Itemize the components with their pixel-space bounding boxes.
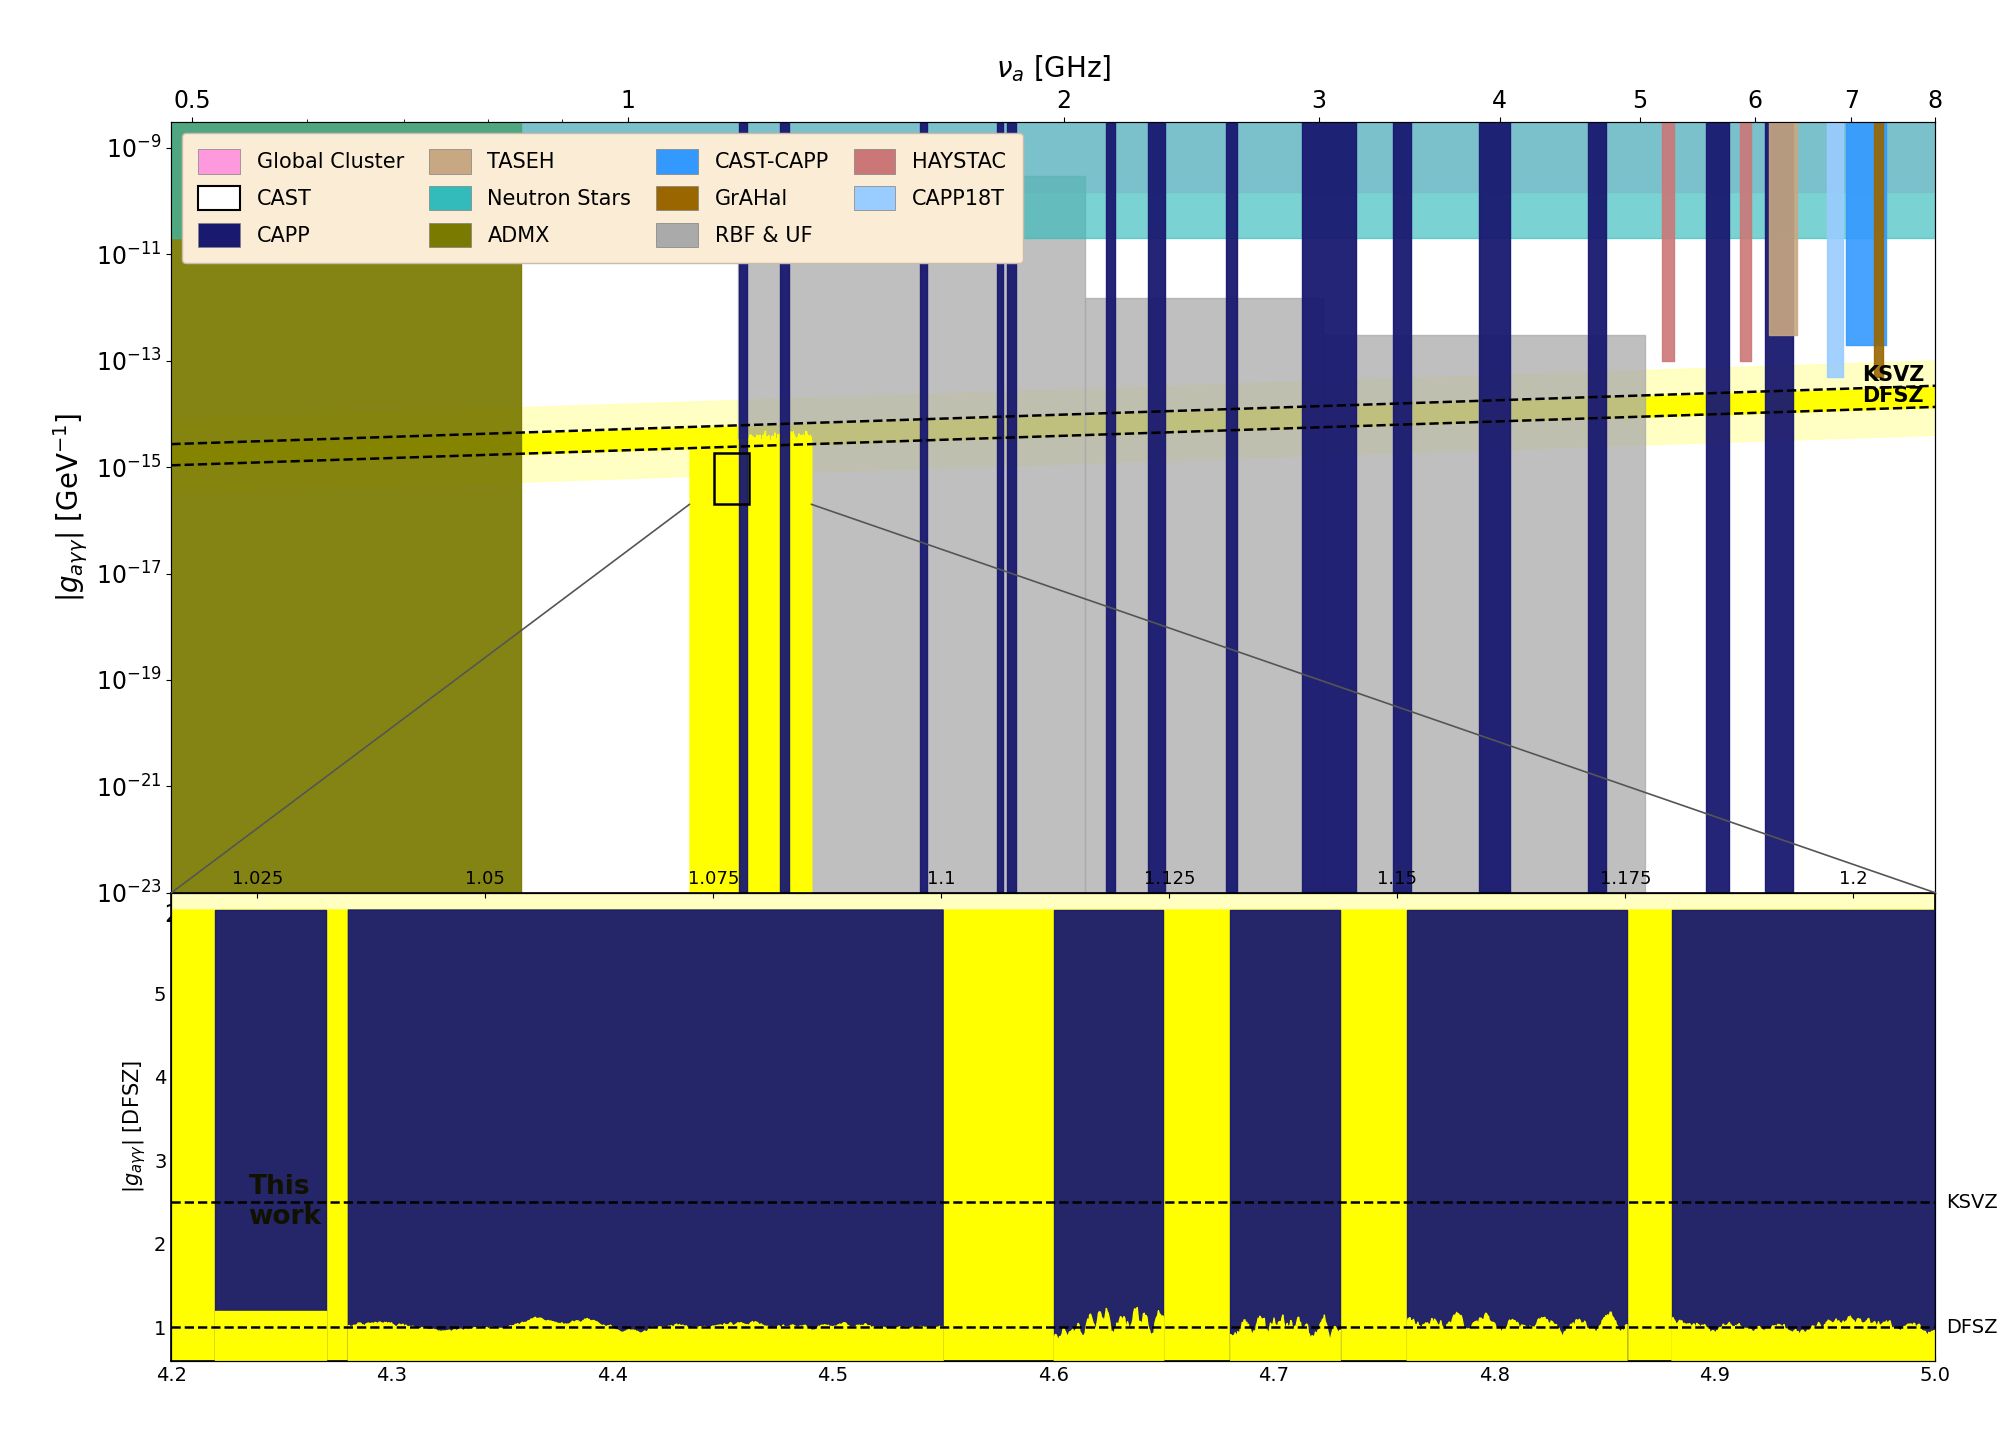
Bar	[714, 454, 748, 504]
Y-axis label: $|g_{a\gamma\gamma}|$ [DFSZ]: $|g_{a\gamma\gamma}|$ [DFSZ]	[121, 1060, 149, 1194]
Text: KSVZ: KSVZ	[1945, 1192, 1998, 1211]
Text: This
work: This work	[248, 1174, 323, 1230]
Text: KSVZ: KSVZ	[1861, 364, 1923, 384]
Text: DFSZ: DFSZ	[1945, 1318, 1998, 1336]
Text: DFSZ: DFSZ	[1861, 386, 1923, 406]
Bar	[171, 122, 1935, 192]
X-axis label: $m_a$ [$\mu$eV]: $m_a$ [$\mu$eV]	[992, 935, 1115, 966]
X-axis label: $\nu_a$ [GHz]: $\nu_a$ [GHz]	[996, 53, 1111, 85]
Legend: Global Cluster, CAST, CAPP, TASEH, Neutron Stars, ADMX, CAST-CAPP, GrAHal, RBF &: Global Cluster, CAST, CAPP, TASEH, Neutr…	[181, 132, 1022, 264]
Y-axis label: $|g_{a\gamma\gamma}|$ [GeV$^{-1}$]: $|g_{a\gamma\gamma}|$ [GeV$^{-1}$]	[52, 413, 91, 602]
